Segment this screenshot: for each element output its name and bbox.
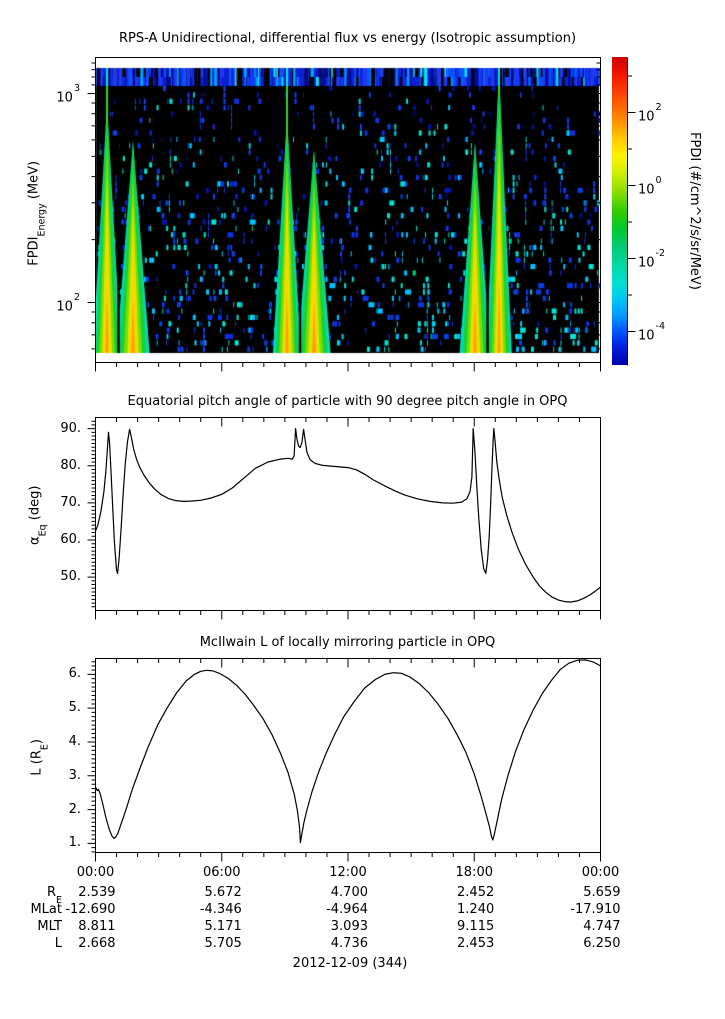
ephemeris-value: 2.453 (457, 936, 495, 951)
ephemeris-value: -4.964 (326, 902, 368, 917)
time-tick-label: 06:00 (203, 865, 241, 880)
ephemeris-value: -4.346 (199, 902, 242, 917)
colorbar-tick-label: 102 (638, 101, 662, 124)
ephemeris-value: -17.910 (570, 902, 621, 917)
ephemeris-value: 2.539 (78, 885, 116, 900)
ephemeris-value: 8.811 (78, 919, 116, 934)
energy-tick-label: 102 (56, 291, 80, 314)
ephemeris-value: 1.240 (457, 902, 495, 917)
ephemeris-row-label: RE (46, 885, 62, 906)
ephemeris-value: -12.690 (65, 902, 116, 917)
pitch-angle-curve (94, 428, 601, 603)
colorbar (612, 57, 627, 365)
energy-tick-label: 103 (56, 82, 80, 105)
colorbar-tick-label: 10-2 (638, 247, 666, 270)
flux-spectrogram (95, 57, 600, 362)
l-tick-label: 5. (68, 700, 81, 716)
pitch-angle-frame (95, 417, 601, 611)
l-tick-label: 3. (68, 767, 81, 783)
time-tick-label: 00:00 (76, 865, 115, 880)
time-tick-label: 12:00 (329, 865, 367, 880)
colorbar-axis-label: FPDI (#/cm^2/s/sr/MeV) (687, 132, 702, 290)
pitch-tick-label: 50. (60, 569, 81, 585)
pitch-tick-label: 70. (60, 494, 81, 510)
pitch-tick-label: 80. (60, 457, 81, 473)
ephemeris-row-label: MLT (37, 919, 62, 934)
ephemeris-value: 6.250 (583, 936, 621, 951)
ephemeris-value: 5.705 (204, 936, 242, 951)
time-tick-label: 00:00 (581, 865, 620, 880)
pitch-angle-title: Equatorial pitch angle of particle with … (127, 394, 568, 409)
l-tick-label: 4. (68, 733, 81, 749)
ephemeris-value: 4.736 (330, 936, 368, 951)
ephemeris-value: 4.700 (330, 885, 368, 900)
spectrogram-title: RPS-A Unidirectional, differential flux … (118, 31, 577, 46)
ephemeris-value: 2.452 (457, 885, 495, 900)
pitch-tick-label: 90. (60, 420, 81, 436)
pitch-angle-axis-label: αEq (deg) (27, 485, 49, 545)
colorbar-tick-label: 10-4 (638, 320, 666, 343)
mcilwain-title: McIlwain L of locally mirroring particle… (199, 635, 496, 650)
l-tick-label: 6. (68, 666, 81, 682)
ephemeris-value: 5.659 (583, 885, 621, 900)
energy-axis-label: FPDIEnergy (MeV) (26, 160, 48, 266)
ephemeris-row-label: MLat (30, 902, 62, 917)
ephemeris-value: 4.747 (583, 919, 621, 934)
ephemeris-value: 2.668 (78, 936, 116, 951)
ephemeris-value: 9.115 (457, 919, 495, 934)
colorbar-tick-label: 100 (638, 174, 662, 197)
mcilwain-frame (95, 658, 601, 853)
l-tick-label: 2. (68, 801, 81, 817)
ephemeris-row-label: L (54, 936, 62, 951)
ephemeris-value: 5.672 (204, 885, 242, 900)
mcilwain-l-curve (94, 659, 601, 844)
date-label: 2012-12-09 (344) (292, 956, 408, 971)
l-tick-label: 1. (68, 835, 81, 851)
pitch-tick-label: 60. (60, 531, 81, 547)
ephemeris-value: 5.171 (204, 919, 242, 934)
time-tick-label: 18:00 (455, 865, 493, 880)
ephemeris-value: 3.093 (330, 919, 368, 934)
